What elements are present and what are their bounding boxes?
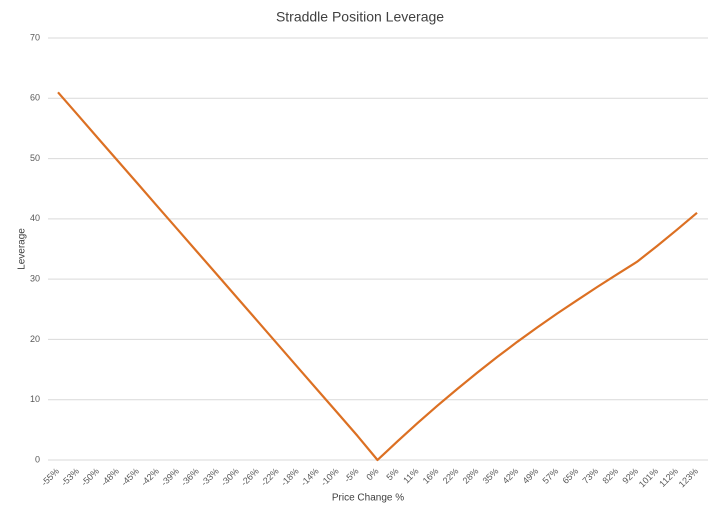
y-tick-label: 40 <box>30 213 40 223</box>
y-tick-label: 30 <box>30 274 40 284</box>
chart-title: Straddle Position Leverage <box>276 9 444 25</box>
y-tick-label: 10 <box>30 394 40 404</box>
x-axis-label: Price Change % <box>332 493 404 504</box>
y-tick-label: 60 <box>30 93 40 103</box>
y-axis-label: Leverage <box>17 228 28 270</box>
y-tick-label: 0 <box>35 454 40 464</box>
y-tick-label: 20 <box>30 334 40 344</box>
data-line <box>57 91 698 462</box>
y-tick-label: 70 <box>30 32 40 42</box>
y-tick-label: 50 <box>30 153 40 163</box>
